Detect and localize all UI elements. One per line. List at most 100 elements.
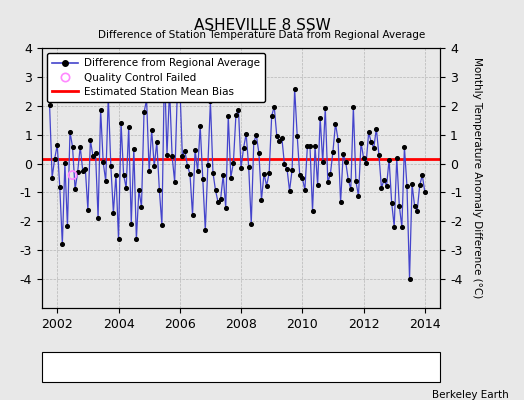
Point [173, 92, 181, 98]
Point [365, 129, 373, 136]
Point [275, 138, 283, 144]
Point [234, 107, 243, 114]
Point [99, 159, 107, 166]
Point [301, 187, 309, 193]
Point [206, 98, 215, 104]
Point [387, 199, 396, 206]
Point [132, 236, 140, 242]
Point [76, 143, 84, 150]
Point [293, 132, 301, 139]
Point [352, 178, 360, 184]
Point [224, 113, 233, 119]
Text: ▼: ▼ [220, 366, 227, 376]
Point [46, 102, 54, 108]
Text: ■: ■ [338, 366, 347, 376]
Point [127, 220, 136, 227]
Point [160, 65, 169, 72]
Point [334, 136, 342, 143]
Point [354, 193, 363, 199]
Point [178, 152, 187, 159]
Point [346, 186, 355, 192]
Point [129, 146, 138, 152]
Point [186, 171, 194, 177]
Point [257, 197, 266, 203]
Point [211, 187, 220, 194]
Point [369, 144, 378, 151]
Point [196, 123, 204, 129]
Point [150, 163, 158, 170]
Point [278, 135, 286, 142]
Point [290, 86, 299, 92]
Point [326, 171, 335, 177]
Point [137, 204, 146, 210]
Point [214, 199, 222, 205]
Point [359, 155, 368, 161]
Point [270, 103, 278, 110]
Point [58, 241, 67, 248]
Point [227, 174, 235, 181]
Point [306, 143, 314, 149]
Point [181, 148, 189, 154]
Point [109, 210, 117, 216]
Point [316, 114, 324, 121]
Point [104, 93, 113, 100]
Point [63, 223, 72, 230]
Point [418, 172, 427, 178]
Point [263, 182, 271, 189]
Point [298, 174, 307, 181]
Point [362, 160, 370, 166]
Point [204, 162, 212, 168]
Point [283, 165, 291, 172]
Point [199, 176, 207, 182]
Text: Difference of Station Temperature Data from Regional Average: Difference of Station Temperature Data f… [99, 30, 425, 40]
Point [267, 113, 276, 119]
Point [398, 224, 406, 230]
Point [344, 176, 353, 183]
Point [395, 203, 403, 209]
Point [145, 168, 154, 174]
Point [413, 208, 421, 214]
Point [377, 184, 386, 191]
Point [122, 185, 130, 191]
Point [288, 167, 296, 173]
Point [367, 139, 375, 146]
Point [112, 171, 120, 178]
Point [242, 131, 250, 137]
Point [245, 164, 253, 170]
Point [73, 169, 82, 175]
Point [96, 106, 105, 113]
Y-axis label: Monthly Temperature Anomaly Difference (°C): Monthly Temperature Anomaly Difference (… [472, 57, 482, 299]
Point [324, 179, 332, 185]
Point [193, 168, 202, 174]
Point [321, 105, 330, 111]
Point [237, 165, 245, 171]
Point [357, 139, 365, 146]
Point [94, 215, 102, 221]
Point [421, 189, 429, 195]
Point [91, 150, 100, 156]
Point [84, 206, 92, 213]
Point [390, 223, 398, 230]
Point [68, 144, 77, 150]
Point [410, 203, 419, 210]
Text: ASHEVILLE 8 SSW: ASHEVILLE 8 SSW [194, 18, 330, 33]
Point [176, 80, 184, 86]
Text: Time of Obs. Change: Time of Obs. Change [228, 366, 337, 376]
Point [311, 143, 319, 150]
Point [406, 276, 414, 282]
Point [140, 109, 148, 116]
Point [209, 169, 217, 176]
Point [61, 160, 69, 166]
Point [383, 183, 391, 189]
Point [188, 212, 196, 218]
Point [143, 96, 151, 103]
Point [68, 172, 77, 178]
Point [79, 168, 87, 174]
Point [89, 153, 97, 160]
Point [380, 177, 388, 183]
Point [249, 138, 258, 145]
Point [286, 188, 294, 194]
Point [255, 150, 263, 156]
Point [53, 142, 61, 148]
Point [349, 104, 357, 110]
